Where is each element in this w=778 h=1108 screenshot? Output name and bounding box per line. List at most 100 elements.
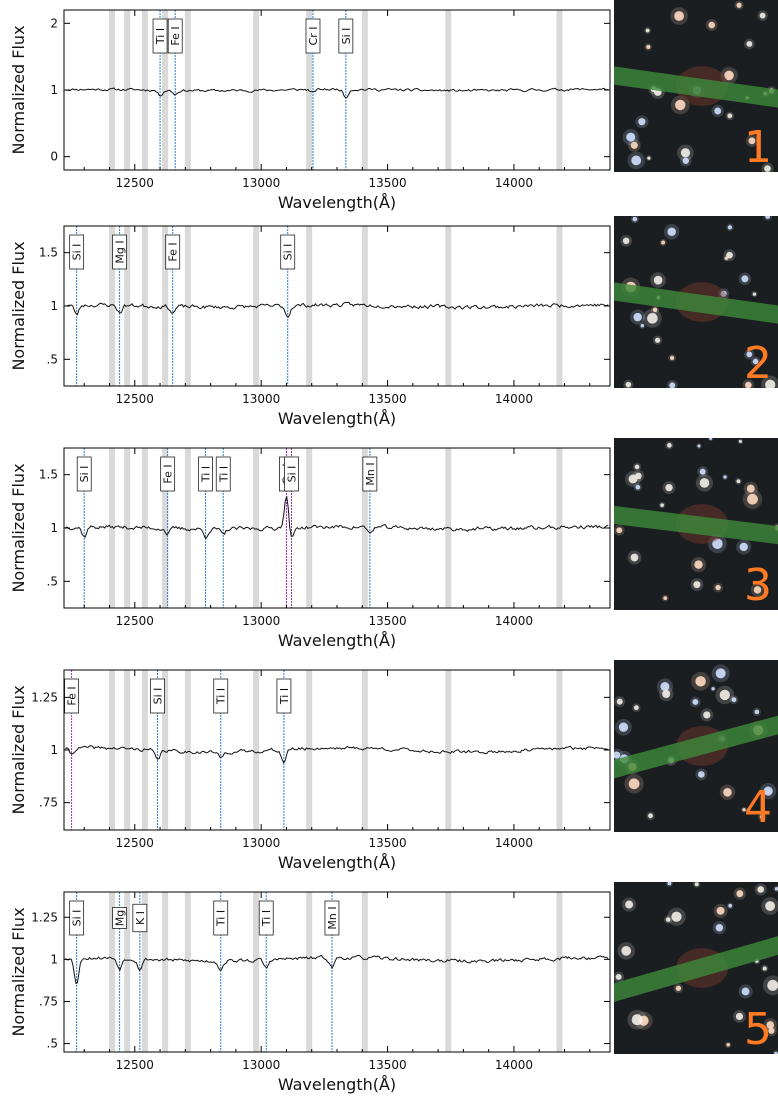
masked-band: [445, 670, 452, 830]
masked-band: [109, 670, 116, 830]
spectrum-panel-4: Fe I Si I Ti I Ti I 12500 13000 13500 14000 .75 1…: [0, 660, 778, 880]
masked-band: [253, 448, 260, 608]
y-tick-label: 1: [50, 952, 58, 966]
line-label-box: Mn I: [362, 456, 378, 492]
line-label: Ti I: [200, 466, 213, 483]
masked-band: [141, 448, 148, 608]
masked-band: [361, 670, 368, 830]
line-label: Mg I: [114, 240, 127, 263]
line-label-box: Si I: [69, 234, 85, 270]
line-label: Mn I: [364, 462, 377, 485]
line-label: Mg: [114, 910, 127, 926]
y-axis-label: Normalized Flux: [9, 685, 28, 814]
masked-band: [141, 892, 148, 1052]
line-label: Fe I: [167, 242, 180, 261]
line-label-box: Si I: [76, 456, 92, 492]
line-label-box: Mg: [112, 907, 128, 929]
line-label-box: Cr I: [305, 18, 321, 54]
line-label: Ti I: [154, 28, 167, 45]
spectrum-panel-2: Si I Mg I Fe I Si I 12500 13000 13500 14000 .5 1 1…: [0, 216, 778, 436]
slit-overlay: [614, 61, 778, 116]
masked-band: [445, 226, 452, 386]
y-tick-label: 1.25: [31, 690, 58, 704]
line-label-box: Fe I: [165, 234, 181, 270]
x-tick-label: 13500: [368, 176, 406, 190]
x-axis-label: Wavelength(Å): [278, 409, 396, 428]
spectrum-panel-3: Si IFe ITi ITi ICa ISi IMn I125001300013…: [0, 438, 778, 658]
panel-number: 3: [744, 560, 772, 610]
y-tick-label: .75: [39, 796, 58, 810]
masked-band: [184, 10, 191, 170]
line-label: Si I: [286, 466, 299, 483]
line-label: Cr I: [307, 27, 320, 46]
y-tick-label: 1: [50, 743, 58, 757]
line-label-box: Si I: [150, 678, 165, 714]
masked-band: [109, 448, 116, 608]
field-thumbnail-2: 2: [614, 216, 778, 388]
spectrum-chart-2: Si I Mg I Fe I Si I 12500 13000 13500 14000 .5 1 1…: [9, 225, 611, 428]
line-label: Fe I: [169, 26, 182, 45]
y-tick-label: 1.5: [39, 468, 58, 482]
y-tick-label: 1.5: [39, 246, 58, 260]
x-axis-label: Wavelength(Å): [278, 193, 396, 212]
slit-overlay: [614, 501, 778, 551]
x-tick-label: 13000: [242, 836, 280, 850]
y-axis-label: Normalized Flux: [9, 463, 28, 592]
line-label: Ti I: [215, 910, 228, 927]
line-label: Si I: [71, 244, 84, 261]
y-tick-label: .5: [47, 1037, 58, 1051]
masked-band: [162, 226, 169, 386]
y-tick-label: .75: [39, 994, 58, 1008]
masked-band: [253, 226, 260, 386]
field-thumbnail-1: 1: [614, 0, 778, 172]
line-label: Si I: [282, 244, 295, 261]
slit-overlay: [614, 702, 778, 788]
masked-band: [306, 226, 313, 386]
masked-band: [162, 670, 169, 830]
masked-band: [556, 670, 563, 830]
line-label: Si I: [78, 466, 91, 483]
panel-number: 5: [744, 1004, 772, 1054]
masked-band: [361, 892, 368, 1052]
line-label-box: Fe I: [160, 456, 176, 492]
x-tick-label: 13500: [368, 392, 406, 406]
masked-band: [109, 892, 116, 1052]
x-tick-label: 14000: [495, 836, 533, 850]
masked-band: [184, 892, 191, 1052]
x-tick-label: 14000: [495, 1058, 533, 1072]
masked-band: [162, 892, 169, 1052]
x-tick-label: 13500: [368, 1058, 406, 1072]
masked-band: [162, 10, 169, 170]
masked-band: [556, 892, 563, 1052]
line-label: Fe I: [162, 464, 175, 483]
spectrum-chart-3: Si IFe ITi ITi ICa ISi IMn I125001300013…: [9, 447, 611, 650]
y-tick-label: 1.25: [31, 910, 58, 924]
line-label: Ti I: [278, 688, 291, 705]
spectrum-line: [65, 301, 609, 318]
line-label-box: Mg I: [112, 234, 128, 270]
line-label-box: Ti I: [213, 900, 229, 936]
x-tick-label: 12500: [116, 392, 154, 406]
masked-band: [109, 226, 116, 386]
y-axis-label: Normalized Flux: [9, 25, 28, 154]
line-label-box: Mn I: [324, 900, 340, 936]
line-label: Ti I: [260, 910, 273, 927]
masked-band: [124, 448, 131, 608]
masked-band: [141, 670, 148, 830]
spectrum-chart-1: Ti I Fe I Cr I Si I 12500 13000 13500 14000 0 1 2 W…: [9, 9, 611, 212]
masked-band: [124, 670, 131, 830]
line-label: Si I: [71, 910, 84, 927]
slit-overlay: [614, 922, 778, 1012]
masked-band: [184, 226, 191, 386]
masked-band: [361, 226, 368, 386]
x-tick-label: 14000: [495, 392, 533, 406]
y-tick-label: 2: [50, 16, 58, 30]
line-label-box: Ti I: [258, 900, 274, 936]
line-label-box: K I: [132, 903, 148, 933]
y-tick-label: 1: [50, 83, 58, 97]
line-label-box: Si I: [69, 900, 85, 936]
masked-band: [306, 10, 313, 170]
masked-band: [253, 892, 260, 1052]
x-tick-label: 12500: [116, 1058, 154, 1072]
masked-band: [253, 670, 260, 830]
